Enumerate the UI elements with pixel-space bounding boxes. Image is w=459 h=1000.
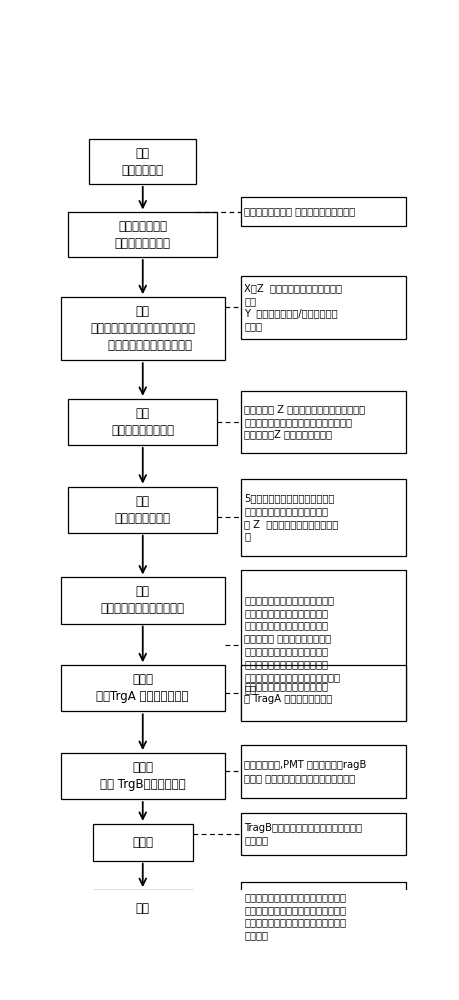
Bar bbox=[241, 570, 406, 720]
Text: 取液
（杯子加入试剂、样本，每取一次
    不同液体，需清洗针一次）: 取液 （杯子加入试剂、样本，每取一次 不同液体，需清洗针一次） bbox=[90, 305, 195, 352]
Text: 混匀
（试剂和样本混匀）: 混匀 （试剂和样本混匀） bbox=[111, 407, 174, 437]
Text: 清洗完成，杯子返回混匀位，注
入 TragA 液体，与磁珠混匀: 清洗完成，杯子返回混匀位，注 入 TragA 液体，与磁珠混匀 bbox=[245, 681, 333, 704]
Text: 抽废液: 抽废液 bbox=[132, 836, 153, 849]
Text: 孵育
（液体发生反应）: 孵育 （液体发生反应） bbox=[115, 495, 171, 525]
Bar bbox=[61, 577, 224, 624]
Bar bbox=[241, 479, 406, 556]
Bar bbox=[241, 882, 406, 950]
Text: 废液抽走后，杯子到达丢杯位，进行自
动丢杯工作。丢杯完成后，放置反应杯
杯的弧形块回到零位，等待下一轮的项
目检测。: 废液抽走后，杯子到达丢杯位，进行自 动丢杯工作。丢杯完成后，放置反应杯 杯的弧形… bbox=[245, 892, 347, 940]
Bar bbox=[68, 399, 218, 445]
Bar bbox=[90, 139, 196, 184]
Text: 杯子到读数位,PMT 组件上升、注ragB
液组件 下降合拢，保证读数环境不漏光。: 杯子到读数位,PMT 组件上升、注ragB 液组件 下降合拢，保证读数环境不漏光… bbox=[245, 760, 367, 783]
Bar bbox=[93, 890, 193, 927]
Text: 杯子检测传感器
（检测有无杯子）: 杯子检测传感器 （检测有无杯子） bbox=[115, 220, 171, 250]
Bar bbox=[68, 487, 218, 533]
Bar bbox=[241, 276, 406, 339]
Text: 5个反应杯内液体混匀，全部到达
孵育位，进行加温反应，孵育组
件 Z  轴机构上升，杯子进入孵化
器: 5个反应杯内液体混匀，全部到达 孵育位，进行加温反应，孵育组 件 Z 轴机构上升… bbox=[245, 493, 339, 542]
Bar bbox=[241, 665, 406, 721]
Bar bbox=[61, 297, 224, 360]
Text: 零位
（放反应杯）: 零位 （放反应杯） bbox=[122, 147, 164, 177]
Text: 清洗
（清洗磁珠表面残留液体）: 清洗 （清洗磁珠表面残留液体） bbox=[101, 585, 185, 615]
Bar bbox=[241, 391, 406, 453]
Text: 读数位
（加 TrgB液体，读数）: 读数位 （加 TrgB液体，读数） bbox=[100, 761, 185, 791]
Bar bbox=[241, 813, 406, 855]
Text: X、Z  轴机构控制取液针前后上下
运动
Y  轴机构控制试剂/样本左右来回
运动。: X、Z 轴机构控制取液针前后上下 运动 Y 轴机构控制试剂/样本左右来回 运动。 bbox=[245, 283, 342, 331]
Bar bbox=[93, 824, 193, 861]
Bar bbox=[61, 753, 224, 799]
Text: 旋转平台圆周运动 带动反应杯至以下位置: 旋转平台圆周运动 带动反应杯至以下位置 bbox=[245, 207, 356, 217]
Bar bbox=[241, 197, 406, 226]
Text: TragB注液组件设有抽废液管，连接泵把
废液抽走: TragB注液组件设有抽废液管，连接泵把 废液抽走 bbox=[245, 823, 363, 846]
Bar bbox=[68, 212, 218, 257]
Text: 杯内液体反应完成，到达清洗位，
磁分离机构打开磁铁，靠近杯壁
吸住杯内磁珠，清洗针下降抽去
废液，然后 磁铁松开，注入清洗
液，重复抽液和注液几次，抽液
时，保: 杯内液体反应完成，到达清洗位， 磁分离机构打开磁铁，靠近杯壁 吸住杯内磁珠，清洗… bbox=[245, 595, 341, 695]
Bar bbox=[241, 745, 406, 798]
Text: 丢杯: 丢杯 bbox=[136, 902, 150, 915]
Text: 混匀位
（加TrgA 液体，并混匀）: 混匀位 （加TrgA 液体，并混匀） bbox=[96, 673, 189, 703]
Text: 孵育组件的 Z 轴直运动机构带动混匀组件上
升，套紧反应杯，无刷电机运转进行混匀
混匀完成，Z 轴机构下降让位。: 孵育组件的 Z 轴直运动机构带动混匀组件上 升，套紧反应杯，无刷电机运转进行混匀… bbox=[245, 404, 365, 440]
Bar bbox=[61, 665, 224, 711]
